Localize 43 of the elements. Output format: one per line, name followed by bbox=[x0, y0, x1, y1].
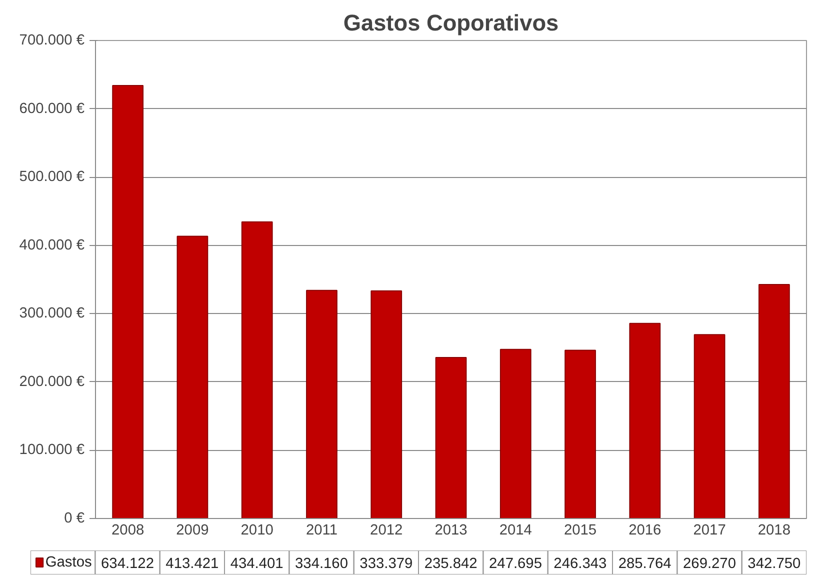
bar bbox=[112, 84, 144, 518]
y-tick-label: 200.000 € bbox=[19, 374, 84, 390]
x-tick-label: 2015 bbox=[564, 522, 597, 538]
bar bbox=[629, 322, 661, 518]
data-label: 269.270 bbox=[683, 556, 736, 572]
bar bbox=[694, 334, 726, 518]
x-tick-label: 2009 bbox=[176, 522, 209, 538]
x-tick-label: 2011 bbox=[306, 522, 338, 538]
x-tick-label: 2017 bbox=[693, 522, 726, 538]
bar bbox=[500, 348, 532, 518]
legend-label: Gastos bbox=[45, 554, 92, 570]
bar bbox=[758, 284, 790, 518]
x-tick-label: 2016 bbox=[628, 522, 662, 538]
bar bbox=[306, 290, 338, 518]
y-tick-label: 700.000 € bbox=[19, 32, 84, 48]
x-tick-label: 2008 bbox=[112, 522, 144, 538]
y-tick-label: 500.000 € bbox=[19, 169, 84, 186]
x-tick-label: 2010 bbox=[240, 522, 274, 538]
data-label: 285.764 bbox=[618, 556, 672, 572]
bar bbox=[435, 356, 467, 518]
chart-title: Gastos Coporativos bbox=[343, 10, 559, 36]
y-tick-label: 600.000 € bbox=[19, 100, 84, 117]
y-tick-label: 400.000 € bbox=[19, 237, 84, 254]
data-label: 634.122 bbox=[101, 556, 154, 572]
y-tick-label: 300.000 € bbox=[19, 306, 84, 322]
x-tick-label: 2014 bbox=[499, 522, 532, 538]
x-tick-label: 2012 bbox=[370, 522, 403, 538]
data-label: 247.695 bbox=[489, 556, 542, 572]
bar bbox=[564, 350, 596, 518]
data-label: 334.160 bbox=[295, 556, 348, 572]
y-tick-label: 100.000 € bbox=[19, 442, 84, 458]
data-label: 342.750 bbox=[748, 556, 801, 572]
bar bbox=[176, 236, 208, 518]
data-label: 246.343 bbox=[554, 556, 607, 572]
y-tick-label: 0 € bbox=[64, 510, 84, 526]
data-label: 413.421 bbox=[166, 556, 219, 572]
x-tick-label: 2018 bbox=[758, 522, 790, 538]
x-tick-label: 2013 bbox=[434, 522, 468, 538]
bar bbox=[241, 221, 273, 518]
bar bbox=[370, 290, 402, 518]
data-label: 235.842 bbox=[424, 556, 478, 572]
data-label: 333.379 bbox=[360, 556, 413, 572]
data-label: 434.401 bbox=[230, 556, 284, 572]
